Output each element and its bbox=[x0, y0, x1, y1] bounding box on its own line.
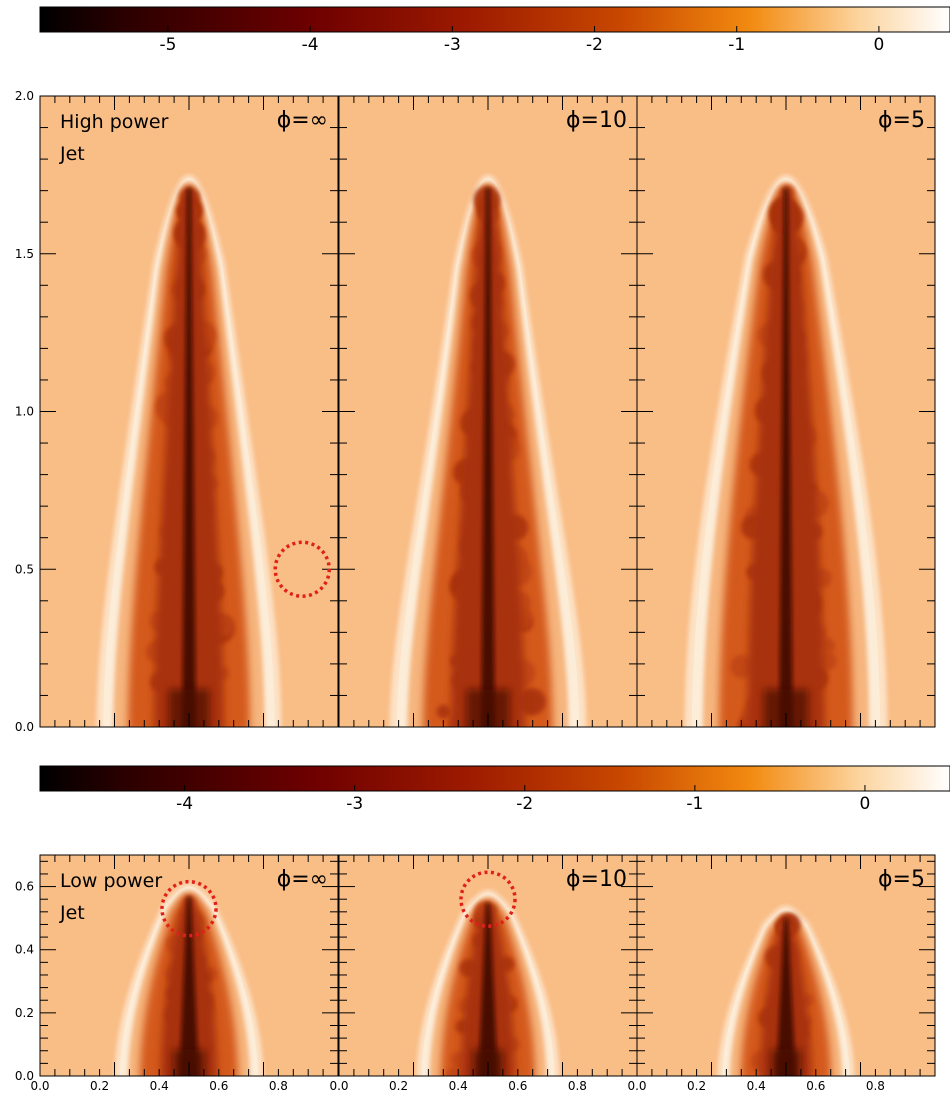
y-tick-label: 1.0 bbox=[15, 405, 34, 419]
x-tick-label: 0.6 bbox=[209, 1079, 228, 1093]
highlight-circle bbox=[459, 870, 517, 928]
colorbar-strip bbox=[39, 6, 950, 33]
colorbar-tick-label: 0 bbox=[873, 35, 884, 55]
colorbar-tick-label: -3 bbox=[444, 35, 461, 55]
panel-high-2: ϕ=5 bbox=[636, 95, 936, 728]
turbulent-eddy bbox=[436, 704, 451, 719]
phi-label: ϕ=∞ bbox=[277, 867, 328, 892]
panel-low-2: ϕ=5 bbox=[636, 854, 936, 1077]
jet-spine bbox=[481, 188, 495, 727]
x-tick-label: 0.4 bbox=[449, 1079, 468, 1093]
low-power-colorbar: -4 -3 -2 -1 0 bbox=[39, 765, 950, 814]
panel-label: High power bbox=[60, 111, 169, 133]
x-tick-label: 0.8 bbox=[568, 1079, 587, 1093]
phi-label: ϕ=5 bbox=[878, 108, 925, 133]
x-tick-label: 0.6 bbox=[806, 1079, 825, 1093]
panel-label: Jet bbox=[59, 143, 85, 165]
panel-high-1: ϕ=10 bbox=[338, 95, 638, 728]
x-tick-label: 0.8 bbox=[269, 1079, 288, 1093]
panel-low-1: ϕ=10 bbox=[338, 854, 638, 1077]
colorbar-tick-label: -1 bbox=[686, 794, 703, 814]
colorbar-strip bbox=[39, 765, 950, 792]
x-tick-label: 0.2 bbox=[687, 1079, 706, 1093]
panel-low-0: ϕ=∞ Low power Jet bbox=[39, 854, 339, 1077]
high-power-panel-group: ϕ=∞ High power Jet ϕ=10 ϕ=5 0.0 0.5 1.0 1.5 2.0 bbox=[15, 89, 936, 734]
jet-spine bbox=[478, 902, 498, 1076]
colorbar-tick-label: -4 bbox=[302, 35, 319, 55]
x-tick-label: 0.2 bbox=[389, 1079, 408, 1093]
turbulent-eddy bbox=[730, 654, 754, 679]
colorbar-tick-label: -4 bbox=[176, 794, 193, 814]
y-tick-label: 0.0 bbox=[15, 720, 34, 734]
y-tick-label: 1.5 bbox=[15, 247, 34, 261]
panel-label: Jet bbox=[59, 902, 85, 924]
phi-label: ϕ=∞ bbox=[277, 108, 328, 133]
colorbar-tick-label: -2 bbox=[516, 794, 533, 814]
x-tick-label: 0.0 bbox=[30, 1079, 49, 1093]
y-tick-label: 0.0 bbox=[15, 1069, 34, 1083]
colorbar-tick-label: -5 bbox=[159, 35, 176, 55]
phi-label: ϕ=5 bbox=[878, 867, 925, 892]
jet-base bbox=[763, 689, 809, 727]
x-tick-label: 0.2 bbox=[90, 1079, 109, 1093]
turbulent-eddy bbox=[446, 1066, 464, 1076]
y-tick-label: 0.5 bbox=[15, 562, 34, 576]
highlight-circle bbox=[273, 540, 331, 598]
low-power-panel-group: ϕ=∞ Low power Jet ϕ=10 ϕ=5 0.0 0.2 0.4 0.6 0.0 0.2… bbox=[15, 854, 936, 1093]
colorbar-tick-label: 0 bbox=[860, 794, 871, 814]
y-tick-label: 0.2 bbox=[15, 1006, 34, 1020]
colorbar-tick-label: -3 bbox=[346, 794, 363, 814]
phi-label: ϕ=10 bbox=[566, 867, 627, 892]
y-tick-label: 0.4 bbox=[15, 943, 34, 957]
x-tick-label: 0.4 bbox=[150, 1079, 169, 1093]
jet-spine bbox=[776, 918, 796, 1076]
x-tick-label: 0.6 bbox=[508, 1079, 527, 1093]
jet-spine bbox=[779, 188, 793, 727]
highlight-circle bbox=[160, 879, 218, 938]
panel-high-0: ϕ=∞ High power Jet bbox=[39, 95, 339, 728]
high-power-colorbar: -5 -4 -3 -2 -1 0 bbox=[39, 6, 950, 55]
x-tick-label: 0.0 bbox=[329, 1079, 348, 1093]
x-tick-label: 0.8 bbox=[866, 1079, 885, 1093]
x-tick-label: 0.0 bbox=[627, 1079, 646, 1093]
x-tick-label: 0.4 bbox=[747, 1079, 766, 1093]
jet-spine bbox=[179, 896, 199, 1076]
panel-label: Low power bbox=[60, 870, 162, 892]
colorbar-tick-label: -2 bbox=[586, 35, 603, 55]
y-tick-label: 2.0 bbox=[15, 89, 34, 103]
turbulent-eddy bbox=[518, 688, 546, 716]
jet-spine bbox=[182, 188, 196, 727]
colorbar-tick-label: -1 bbox=[728, 35, 745, 55]
jet-base bbox=[466, 689, 510, 727]
phi-label: ϕ=10 bbox=[566, 108, 627, 133]
y-tick-label: 0.6 bbox=[15, 880, 34, 894]
